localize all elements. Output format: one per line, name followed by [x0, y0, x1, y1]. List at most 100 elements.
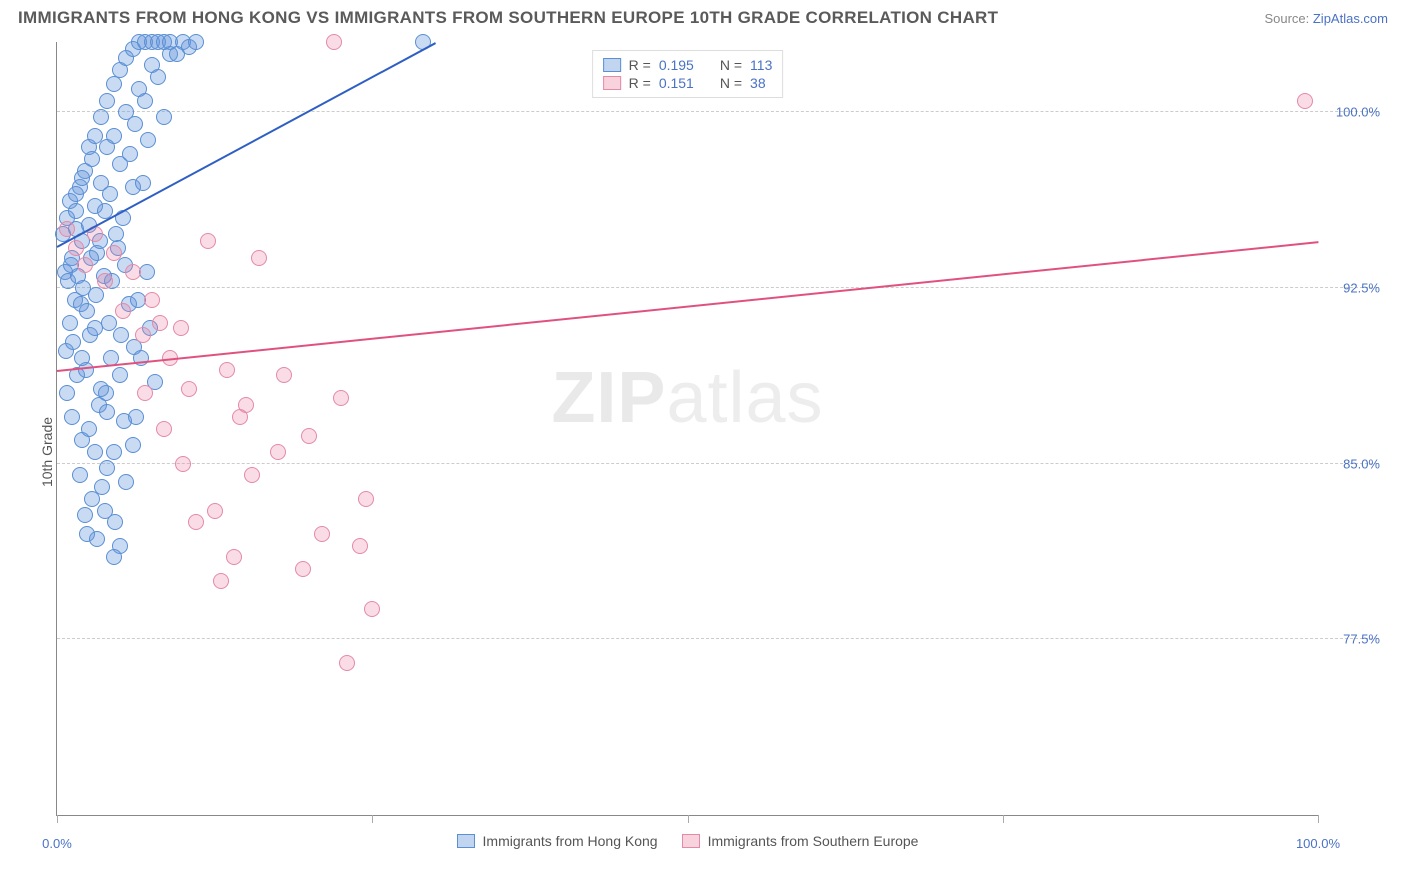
- data-point: [93, 381, 109, 397]
- data-point: [156, 109, 172, 125]
- data-point: [125, 437, 141, 453]
- data-point: [62, 315, 78, 331]
- data-point: [181, 381, 197, 397]
- data-point: [112, 367, 128, 383]
- data-point: [326, 34, 342, 50]
- data-point: [152, 315, 168, 331]
- data-point: [87, 444, 103, 460]
- data-point: [314, 526, 330, 542]
- data-point: [137, 93, 153, 109]
- source-text: Source: ZipAtlas.com: [1264, 11, 1388, 26]
- data-point: [106, 245, 122, 261]
- legend-stats: R =0.195N =113 R =0.151N =38: [592, 50, 784, 98]
- data-point: [301, 428, 317, 444]
- data-point: [99, 93, 115, 109]
- data-point: [219, 362, 235, 378]
- data-point: [352, 538, 368, 554]
- y-tick-label: 92.5%: [1343, 280, 1380, 295]
- plot-area: ZIPatlas R =0.195N =113R =0.151N =38 Imm…: [56, 42, 1318, 816]
- gridline: [57, 463, 1378, 464]
- data-point: [150, 69, 166, 85]
- data-point: [213, 573, 229, 589]
- y-axis-label: 10th Grade: [39, 417, 55, 487]
- data-point: [1297, 93, 1313, 109]
- data-point: [200, 233, 216, 249]
- data-point: [118, 474, 134, 490]
- watermark: ZIPatlas: [551, 357, 823, 439]
- chart-container: 10th Grade ZIPatlas R =0.195N =113R =0.1…: [18, 36, 1388, 868]
- data-point: [89, 531, 105, 547]
- gridline: [57, 111, 1378, 112]
- legend-series-item: Immigrants from Southern Europe: [682, 833, 919, 849]
- header: IMMIGRANTS FROM HONG KONG VS IMMIGRANTS …: [0, 0, 1406, 32]
- data-point: [106, 76, 122, 92]
- data-point: [140, 132, 156, 148]
- data-point: [226, 549, 242, 565]
- legend-swatch-icon: [457, 834, 475, 848]
- data-point: [139, 264, 155, 280]
- data-point: [156, 421, 172, 437]
- data-point: [135, 175, 151, 191]
- data-point: [68, 203, 84, 219]
- data-point: [106, 444, 122, 460]
- data-point: [173, 320, 189, 336]
- data-point: [87, 320, 103, 336]
- data-point: [251, 250, 267, 266]
- x-tick: [1003, 815, 1004, 823]
- gridline: [57, 287, 1378, 288]
- data-point: [106, 128, 122, 144]
- data-point: [232, 409, 248, 425]
- x-tick: [57, 815, 58, 823]
- data-point: [81, 421, 97, 437]
- x-tick-label: 0.0%: [42, 836, 72, 851]
- data-point: [79, 303, 95, 319]
- data-point: [135, 327, 151, 343]
- data-point: [122, 146, 138, 162]
- data-point: [125, 264, 141, 280]
- data-point: [108, 226, 124, 242]
- data-point: [244, 467, 260, 483]
- data-point: [59, 221, 75, 237]
- data-point: [188, 514, 204, 530]
- y-tick-label: 100.0%: [1336, 105, 1380, 120]
- data-point: [102, 186, 118, 202]
- y-tick-label: 85.0%: [1343, 456, 1380, 471]
- data-point: [97, 273, 113, 289]
- chart-title: IMMIGRANTS FROM HONG KONG VS IMMIGRANTS …: [18, 8, 998, 28]
- x-tick: [1318, 815, 1319, 823]
- data-point: [99, 460, 115, 476]
- data-point: [137, 385, 153, 401]
- legend-series-item: Immigrants from Hong Kong: [457, 833, 658, 849]
- legend-series: Immigrants from Hong Kong Immigrants from…: [57, 833, 1318, 849]
- data-point: [74, 170, 90, 186]
- data-point: [127, 116, 143, 132]
- data-point: [207, 503, 223, 519]
- gridline: [57, 638, 1378, 639]
- data-point: [364, 601, 380, 617]
- data-point: [68, 186, 84, 202]
- data-point: [295, 561, 311, 577]
- legend-stat-row: R =0.195N =113: [603, 57, 773, 73]
- legend-stat-row: R =0.151N =38: [603, 75, 773, 91]
- data-point: [64, 409, 80, 425]
- data-point: [144, 292, 160, 308]
- data-point: [77, 257, 93, 273]
- data-point: [188, 34, 204, 50]
- data-point: [87, 128, 103, 144]
- data-point: [65, 334, 81, 350]
- x-tick-label: 100.0%: [1296, 836, 1340, 851]
- regression-line: [57, 241, 1318, 372]
- x-tick: [688, 815, 689, 823]
- legend-swatch-icon: [603, 76, 621, 90]
- data-point: [77, 507, 93, 523]
- legend-swatch-icon: [682, 834, 700, 848]
- source-link[interactable]: ZipAtlas.com: [1313, 11, 1388, 26]
- data-point: [276, 367, 292, 383]
- data-point: [358, 491, 374, 507]
- data-point: [74, 350, 90, 366]
- y-tick-label: 77.5%: [1343, 632, 1380, 647]
- data-point: [270, 444, 286, 460]
- data-point: [106, 549, 122, 565]
- data-point: [339, 655, 355, 671]
- data-point: [115, 303, 131, 319]
